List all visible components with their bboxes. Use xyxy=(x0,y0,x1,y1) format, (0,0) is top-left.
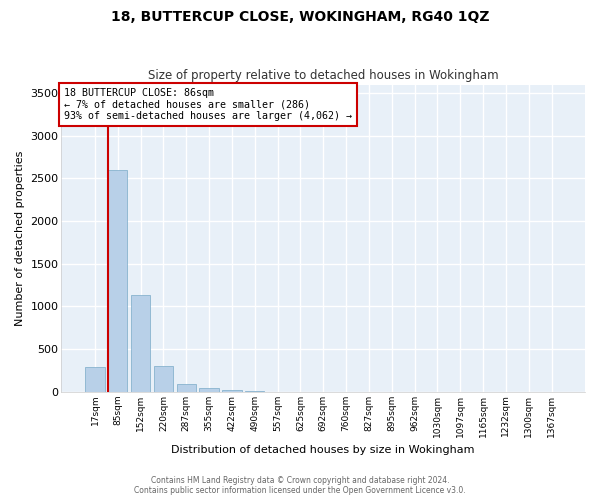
Text: Contains HM Land Registry data © Crown copyright and database right 2024.
Contai: Contains HM Land Registry data © Crown c… xyxy=(134,476,466,495)
Bar xyxy=(176,384,196,392)
Bar xyxy=(108,170,127,392)
Text: 18, BUTTERCUP CLOSE, WOKINGHAM, RG40 1QZ: 18, BUTTERCUP CLOSE, WOKINGHAM, RG40 1QZ xyxy=(111,10,489,24)
Text: 18 BUTTERCUP CLOSE: 86sqm
← 7% of detached houses are smaller (286)
93% of semi-: 18 BUTTERCUP CLOSE: 86sqm ← 7% of detach… xyxy=(64,88,352,121)
Bar xyxy=(154,366,173,392)
X-axis label: Distribution of detached houses by size in Wokingham: Distribution of detached houses by size … xyxy=(172,445,475,455)
Bar xyxy=(222,390,242,392)
Y-axis label: Number of detached properties: Number of detached properties xyxy=(15,150,25,326)
Title: Size of property relative to detached houses in Wokingham: Size of property relative to detached ho… xyxy=(148,69,499,82)
Bar xyxy=(199,388,219,392)
Bar xyxy=(131,296,151,392)
Bar xyxy=(85,368,104,392)
